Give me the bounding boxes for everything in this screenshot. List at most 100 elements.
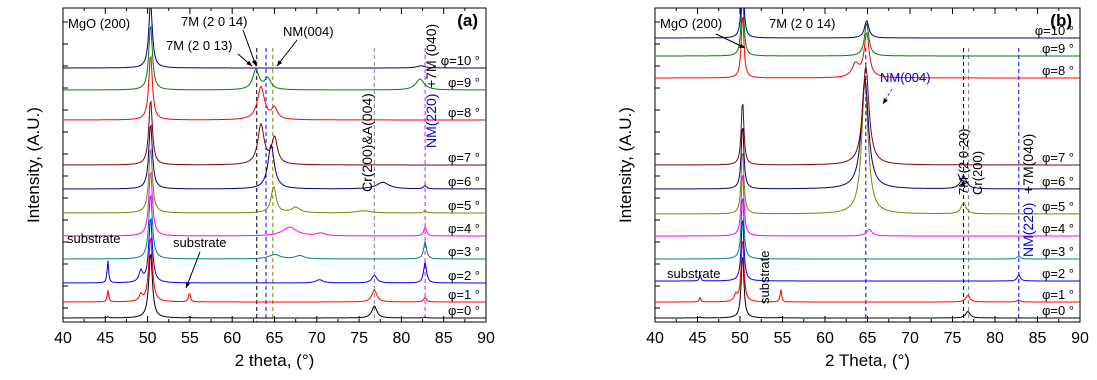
series-line-3	[655, 198, 1080, 260]
x-axis-label: 2 theta, (°)	[235, 351, 315, 370]
series-label: φ=1 °	[448, 287, 480, 302]
annotation-sub2: substrate	[757, 251, 772, 304]
x-tick-label: 45	[96, 330, 114, 347]
series-label: φ=3 °	[1042, 244, 1074, 259]
x-tick-label: 70	[308, 330, 326, 347]
series-line-0	[63, 253, 486, 319]
x-tick-label: 40	[646, 330, 664, 347]
traces	[63, 8, 486, 322]
series-label: φ=10 °	[1035, 23, 1074, 38]
annotation-sub2: substrate	[173, 235, 226, 250]
y-axis-label: Intensity, (A.U.)	[24, 107, 43, 223]
annotation-nm004: NM(004)	[880, 70, 931, 85]
annotation-m2013: 7M (2 0 13)	[166, 38, 232, 53]
series-label: φ=10 °	[441, 53, 480, 68]
series-label: φ=6 °	[448, 174, 480, 189]
x-tick-label: 55	[181, 330, 199, 347]
x-tick-label: 80	[986, 330, 1004, 347]
series-line-7	[655, 66, 1080, 166]
series-line-8	[63, 55, 486, 121]
annotation-nm004: NM(004)	[283, 24, 334, 39]
series-line-2	[655, 220, 1080, 282]
annotation-mgo: MgO (200)	[68, 16, 130, 31]
x-tick-label: 45	[689, 330, 707, 347]
annotation-nm220a: NM(220)	[1020, 203, 1036, 257]
series-label: φ=8 °	[1042, 63, 1074, 78]
series-label: φ=7 °	[1042, 150, 1074, 165]
x-tick-label: 65	[266, 330, 284, 347]
series-line-0	[655, 257, 1080, 319]
x-tick-label: 85	[1029, 330, 1047, 347]
annotation-nm220b: +7M(040)	[1020, 134, 1036, 194]
series-line-9	[63, 25, 486, 91]
panel-label: (a)	[457, 11, 478, 30]
annotation-nm220a: NM(220)	[423, 94, 439, 148]
x-tick-label: 65	[859, 330, 877, 347]
series-line-3	[63, 194, 486, 260]
x-tick-label: 75	[944, 330, 962, 347]
series-line-7	[63, 100, 486, 166]
x-tick-label: 40	[54, 330, 72, 347]
series-line-4	[655, 175, 1080, 237]
series-label: φ=4 °	[448, 221, 480, 236]
series-line-1	[655, 240, 1080, 303]
series-line-10	[655, 8, 1080, 39]
annotation-sub1: substrate	[67, 231, 120, 246]
annotation-cr: Cr(200)&A(004)	[359, 93, 375, 192]
arrow-head	[246, 60, 252, 66]
arrow-head	[960, 182, 965, 188]
annotation-sub1: substrate	[667, 266, 720, 281]
series-label: φ=4 °	[1042, 221, 1074, 236]
annotation-m2014: 7M (2 0 14)	[769, 16, 835, 31]
series-line-5	[63, 148, 486, 214]
annotation-arrow	[242, 29, 257, 67]
x-axis-label: 2 Theta, (°)	[825, 351, 910, 370]
x-tick-label: 60	[816, 330, 834, 347]
arrow-head	[883, 98, 888, 104]
arrow-head	[185, 282, 191, 288]
series-line-5	[655, 81, 1080, 215]
series-line-6	[655, 78, 1080, 190]
series-line-10	[63, 8, 486, 69]
series-label: φ=8 °	[448, 105, 480, 120]
x-tick-label: 80	[393, 330, 411, 347]
series-line-8	[655, 17, 1080, 79]
series-label: φ=2 °	[1042, 266, 1074, 281]
annotation-cr: Cr(200)	[970, 151, 985, 195]
series-label: φ=2 °	[448, 268, 480, 283]
series-label: φ=3 °	[448, 244, 480, 259]
x-tick-label: 60	[223, 330, 241, 347]
annotation-nm220b: +7M (040)	[423, 24, 439, 88]
annotation-m2014: 7M (2 0 14)	[181, 14, 247, 29]
x-tick-label: 75	[350, 330, 368, 347]
x-tick-label: 50	[731, 330, 749, 347]
series-label: φ=0 °	[448, 303, 480, 318]
arrow-head	[277, 60, 283, 66]
series-label: φ=7 °	[448, 150, 480, 165]
annotation-mgo: MgO (200)	[660, 16, 722, 31]
series-label: φ=0 °	[1042, 303, 1074, 318]
series-line-9	[655, 8, 1080, 57]
y-axis-label: Intensity, (A.U.)	[616, 107, 635, 223]
annotation-arrow	[882, 88, 893, 105]
series-label: φ=9 °	[1042, 41, 1074, 56]
arrow-head	[251, 60, 257, 66]
panel-label: (b)	[1050, 11, 1072, 30]
x-tick-label: 85	[435, 330, 453, 347]
series-label: φ=5 °	[1042, 199, 1074, 214]
arrow-head	[739, 43, 745, 48]
x-tick-label: 55	[774, 330, 792, 347]
series-line-1	[63, 236, 486, 303]
x-tick-label: 50	[139, 330, 157, 347]
chart-panel-0: 40 45 50 55 60 65 70 75 80 85 90 2 theta, (°) Intens…	[24, 7, 495, 370]
series-line-4	[63, 171, 486, 237]
chart-panel-1: 40 45 50 55 60 65 70 75 80 85 90 2 Theta, (°) Intens…	[616, 7, 1089, 370]
series-line-2	[63, 217, 486, 284]
series-label: φ=1 °	[1042, 287, 1074, 302]
series-line-6	[63, 124, 486, 190]
series-label: φ=9 °	[448, 75, 480, 90]
x-tick-label: 90	[477, 330, 495, 347]
series-label: φ=5 °	[448, 198, 480, 213]
x-tick-label: 90	[1071, 330, 1089, 347]
